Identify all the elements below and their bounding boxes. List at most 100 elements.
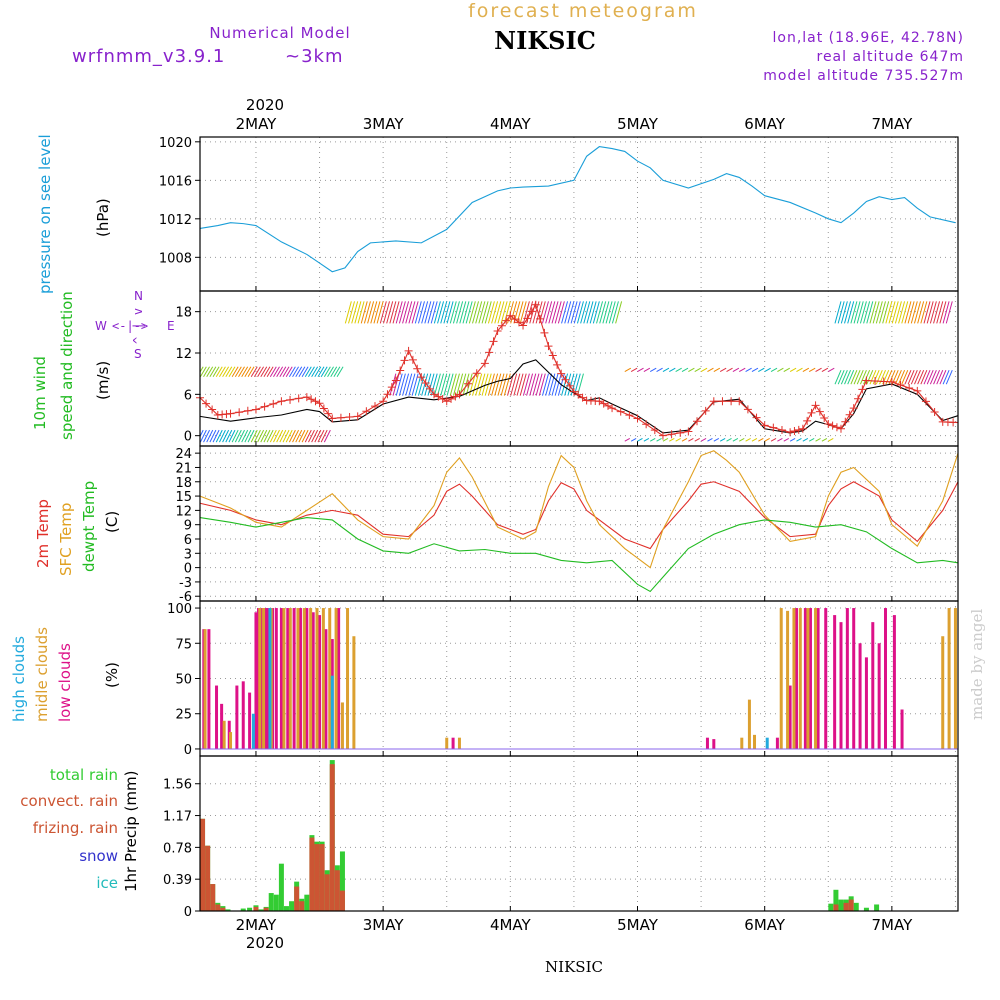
gust-marker: [820, 414, 829, 423]
wind-barb: [295, 366, 303, 378]
clouds-low-bar: [311, 612, 315, 749]
gust-marker: [536, 314, 545, 323]
precip-total-bar: [273, 894, 279, 911]
precip-total-bar: [258, 909, 264, 911]
gust-marker: [769, 423, 778, 432]
wind-barb: [282, 366, 290, 378]
wind-barb: [308, 366, 315, 378]
wind-barb: [637, 367, 644, 373]
y-tick-label: 1.56: [163, 778, 192, 793]
bottom-date-label: 7MAY: [871, 916, 913, 934]
wind-ylabel-2: speed and direction: [58, 291, 76, 440]
wind-barb: [298, 366, 306, 378]
gust-marker: [493, 326, 502, 335]
wind-barb: [815, 367, 822, 373]
wind-barb: [414, 301, 422, 324]
y-tick-label: 0.39: [163, 873, 192, 888]
wind-barb: [783, 437, 790, 442]
total-rain-label: total rain: [50, 766, 118, 784]
wind-barb: [273, 366, 280, 378]
wind-barb: [279, 429, 287, 443]
gust-marker: [286, 395, 295, 404]
wind-barb: [421, 373, 429, 396]
wind-barb: [828, 367, 835, 373]
gust-marker: [311, 397, 320, 406]
wind-barb: [260, 366, 268, 378]
gust-marker: [642, 420, 651, 429]
year-label-bottom: 2020: [246, 934, 284, 952]
top-date-label: 3MAY: [363, 115, 405, 133]
wind-barb: [376, 301, 384, 324]
wind-barb: [882, 301, 890, 324]
wind-barb: [320, 366, 328, 378]
wind-barb: [212, 366, 220, 378]
gust-marker: [718, 397, 727, 406]
clouds-low-bar: [884, 608, 888, 749]
gust-marker: [413, 364, 422, 373]
gust-marker: [379, 397, 388, 406]
wind-barb: [688, 437, 694, 442]
y-tick-label: 0: [184, 562, 192, 577]
wind-barb: [707, 437, 713, 442]
wind-barb: [503, 373, 511, 396]
gust-marker: [548, 351, 557, 360]
wind-barb: [879, 301, 886, 324]
gust-marker: [693, 417, 702, 426]
gust-marker: [302, 393, 311, 402]
wind-barb: [443, 373, 451, 396]
gust-marker: [464, 379, 473, 388]
wind-barb: [719, 367, 727, 373]
wind-barb: [557, 301, 565, 324]
precip-total-bar: [828, 903, 834, 911]
wind-barb: [745, 437, 751, 442]
wind-barb: [840, 301, 848, 324]
wind-barb: [837, 301, 845, 324]
wind-barb: [573, 301, 581, 324]
wind-barb: [475, 373, 483, 396]
temp-unit: (C): [103, 511, 121, 533]
gust-marker: [362, 407, 371, 416]
gust-marker: [269, 399, 278, 408]
wind-barb: [796, 437, 802, 442]
wind-barb: [373, 301, 381, 324]
wind-barb: [330, 366, 338, 378]
clouds-mid-bar: [445, 737, 449, 749]
gust-marker: [824, 419, 833, 428]
y-tick-label: 18: [175, 306, 192, 321]
wind-barb: [285, 366, 293, 378]
wind-barb: [304, 366, 312, 378]
clouds-low-bar: [858, 643, 862, 749]
wind-barb: [497, 373, 505, 396]
wind-barb: [203, 429, 210, 443]
wind-barb: [853, 301, 861, 324]
wind-barb: [529, 373, 537, 396]
clouds-low-bar: [274, 608, 278, 749]
precip-convect-bar: [299, 901, 305, 911]
clouds-low-bar: [298, 608, 302, 749]
wind-barb: [796, 367, 803, 373]
wind-gust-line: [199, 303, 959, 437]
wind-barb: [570, 301, 578, 324]
gust-marker: [841, 417, 850, 426]
wind-barb: [713, 367, 721, 373]
wind-barb: [599, 301, 607, 324]
wind-barb: [200, 366, 207, 378]
y-tick-label: 25: [175, 708, 192, 723]
compass-n: N: [134, 289, 143, 303]
wind-barb: [250, 366, 258, 378]
gust-marker: [387, 383, 396, 392]
wind-barb: [379, 301, 387, 324]
wind-barb: [545, 301, 553, 324]
gust-marker: [371, 402, 380, 411]
gust-marker: [633, 414, 642, 423]
gust-marker: [400, 356, 409, 365]
wind-barb: [624, 367, 632, 373]
wind-barb: [218, 429, 226, 443]
low-cloud-label: low clouds: [56, 643, 74, 722]
clouds-low-bar: [803, 608, 807, 749]
wind-barb: [777, 437, 783, 442]
wind-barb: [402, 373, 410, 396]
gust-marker: [658, 431, 667, 440]
clouds-mid-bar: [203, 629, 207, 749]
